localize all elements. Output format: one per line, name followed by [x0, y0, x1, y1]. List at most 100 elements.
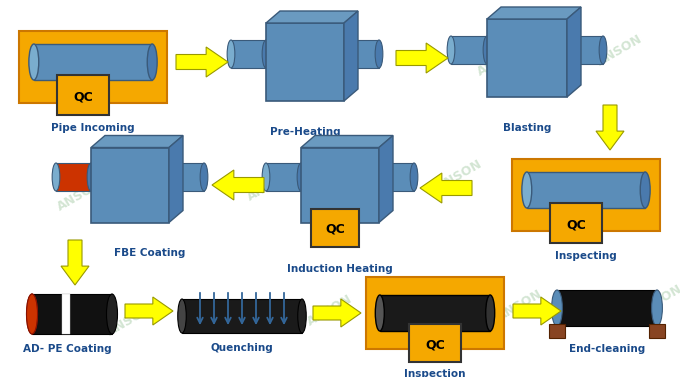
Text: Pipe Incoming: Pipe Incoming — [51, 123, 135, 133]
Polygon shape — [487, 7, 581, 19]
Ellipse shape — [641, 172, 650, 208]
Bar — [567, 36, 603, 64]
Ellipse shape — [27, 294, 37, 334]
Text: Induction Heating: Induction Heating — [287, 265, 393, 274]
Text: Quenching: Quenching — [211, 343, 273, 353]
Text: ANSON: ANSON — [435, 157, 485, 193]
Ellipse shape — [522, 172, 532, 208]
Ellipse shape — [298, 299, 306, 333]
Text: Blasting: Blasting — [503, 123, 551, 133]
Ellipse shape — [297, 163, 305, 191]
Polygon shape — [266, 11, 358, 23]
Polygon shape — [212, 170, 264, 200]
Polygon shape — [91, 135, 183, 147]
Text: Inspecting: Inspecting — [555, 251, 617, 261]
Bar — [344, 40, 379, 68]
Text: ANSON: ANSON — [105, 302, 155, 338]
Ellipse shape — [375, 40, 383, 68]
Text: AD- PE Coating: AD- PE Coating — [22, 344, 112, 354]
Ellipse shape — [52, 163, 60, 191]
Text: Pre-Heating: Pre-Heating — [270, 127, 340, 137]
Polygon shape — [379, 135, 393, 222]
Bar — [182, 299, 302, 333]
Text: QC: QC — [73, 90, 93, 104]
Bar — [32, 294, 112, 334]
Bar — [62, 294, 70, 334]
Ellipse shape — [27, 294, 37, 334]
Ellipse shape — [375, 295, 384, 331]
Bar — [527, 172, 645, 208]
Ellipse shape — [87, 163, 95, 191]
Polygon shape — [396, 43, 448, 73]
Ellipse shape — [599, 36, 607, 64]
Bar — [34, 44, 152, 80]
Text: Inspection: Inspection — [404, 369, 466, 377]
Ellipse shape — [262, 40, 270, 68]
Polygon shape — [513, 297, 561, 325]
Bar — [409, 324, 461, 362]
Ellipse shape — [447, 36, 455, 64]
Bar — [56, 163, 91, 191]
Ellipse shape — [483, 36, 491, 64]
Bar — [380, 295, 490, 331]
Polygon shape — [169, 135, 183, 222]
Bar — [19, 31, 167, 103]
Bar — [549, 324, 565, 338]
Ellipse shape — [262, 163, 270, 191]
Bar — [512, 159, 660, 231]
Ellipse shape — [227, 40, 235, 68]
Text: QC: QC — [425, 339, 445, 351]
Ellipse shape — [29, 44, 39, 80]
Text: ANSON: ANSON — [635, 282, 680, 318]
Ellipse shape — [410, 163, 418, 191]
Bar — [451, 36, 487, 64]
Text: ANSON: ANSON — [495, 287, 545, 323]
Bar — [557, 290, 657, 326]
Polygon shape — [420, 173, 472, 203]
Bar — [311, 208, 359, 247]
Text: ANSON: ANSON — [585, 162, 635, 198]
Bar — [266, 23, 344, 101]
Ellipse shape — [375, 163, 383, 191]
Polygon shape — [176, 47, 228, 77]
Text: QC: QC — [325, 223, 345, 236]
Text: ANSON: ANSON — [55, 177, 105, 213]
Ellipse shape — [340, 40, 348, 68]
Bar — [266, 163, 301, 191]
Bar — [366, 277, 504, 349]
Ellipse shape — [107, 294, 118, 334]
Bar — [169, 163, 204, 191]
Text: QC: QC — [566, 219, 586, 231]
Text: ANSON: ANSON — [95, 62, 145, 98]
Bar — [57, 75, 109, 115]
Text: ANSON: ANSON — [245, 167, 295, 203]
Bar — [91, 147, 169, 222]
Text: ANSON: ANSON — [305, 292, 355, 328]
Polygon shape — [125, 297, 173, 325]
Text: ANSON: ANSON — [285, 42, 335, 78]
Ellipse shape — [177, 299, 186, 333]
Polygon shape — [301, 135, 393, 147]
Ellipse shape — [651, 290, 662, 326]
Text: ANSON: ANSON — [595, 32, 645, 68]
Ellipse shape — [551, 290, 562, 326]
Ellipse shape — [148, 44, 157, 80]
Text: ANSON: ANSON — [475, 42, 525, 78]
Polygon shape — [344, 11, 358, 101]
Ellipse shape — [165, 163, 173, 191]
Polygon shape — [567, 7, 581, 97]
Ellipse shape — [486, 295, 494, 331]
Bar — [301, 147, 379, 222]
Bar — [649, 324, 665, 338]
Polygon shape — [596, 105, 624, 150]
Text: End-cleaning: End-cleaning — [569, 344, 645, 354]
Polygon shape — [313, 299, 361, 327]
Bar — [550, 203, 602, 243]
Bar — [487, 19, 567, 97]
Text: FBE Coating: FBE Coating — [114, 247, 186, 257]
Ellipse shape — [200, 163, 208, 191]
Ellipse shape — [563, 36, 571, 64]
Bar — [231, 40, 266, 68]
Bar — [379, 163, 414, 191]
Polygon shape — [61, 240, 89, 285]
